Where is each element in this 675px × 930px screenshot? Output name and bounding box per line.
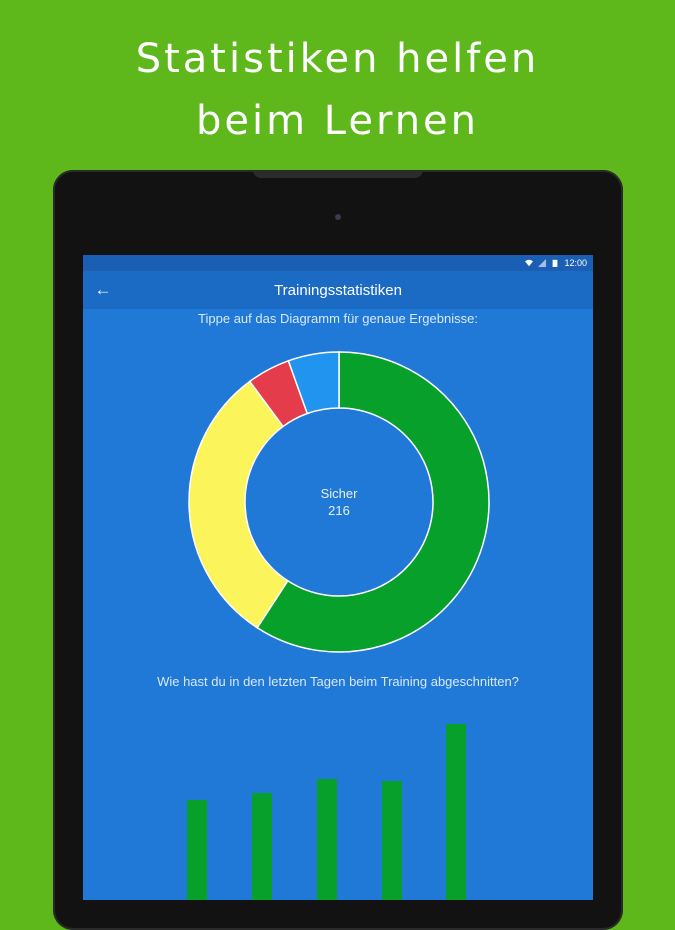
bar-chart[interactable]: [83, 695, 593, 900]
chart-hint: Tippe auf das Diagramm für genaue Ergebn…: [198, 311, 478, 326]
donut-center: Sicher 216: [188, 351, 490, 653]
page-title: Trainingsstatistiken: [274, 281, 402, 299]
promo-line-1: Statistiken helfen: [135, 36, 540, 82]
donut-slice-1[interactable]: [256, 351, 490, 653]
wifi-icon: [525, 259, 534, 267]
donut-center-value: 216: [328, 503, 350, 518]
donut-slice-2[interactable]: [188, 380, 289, 629]
bar-2[interactable]: [252, 793, 272, 900]
tablet-notch: [253, 170, 423, 178]
signal-icon: [538, 259, 547, 267]
donut-chart[interactable]: Sicher 216: [188, 351, 490, 653]
promo-line-2: beim Lernen: [195, 98, 480, 144]
status-bar: 12:00: [83, 255, 593, 271]
donut-svg[interactable]: [188, 351, 490, 653]
bar-5[interactable]: [446, 724, 466, 900]
donut-center-label: Sicher: [320, 486, 358, 501]
camera-icon: [335, 214, 341, 220]
bar-4[interactable]: [382, 781, 402, 900]
bar-1[interactable]: [187, 800, 207, 900]
bar-3[interactable]: [317, 779, 337, 900]
arrow-left-icon[interactable]: ←: [94, 280, 112, 299]
training-question: Wie hast du in den letzten Tagen beim Tr…: [157, 674, 519, 689]
donut-slice-4[interactable]: [287, 351, 340, 415]
status-time: 12:00: [564, 258, 587, 268]
toolbar: ← Trainingsstatistiken: [83, 271, 593, 309]
battery-icon: [553, 259, 558, 267]
app-screen: 12:00 ← Trainingsstatistiken Tippe auf d…: [83, 255, 593, 900]
promo-headline: Statistiken helfen beim Lernen: [0, 28, 675, 152]
